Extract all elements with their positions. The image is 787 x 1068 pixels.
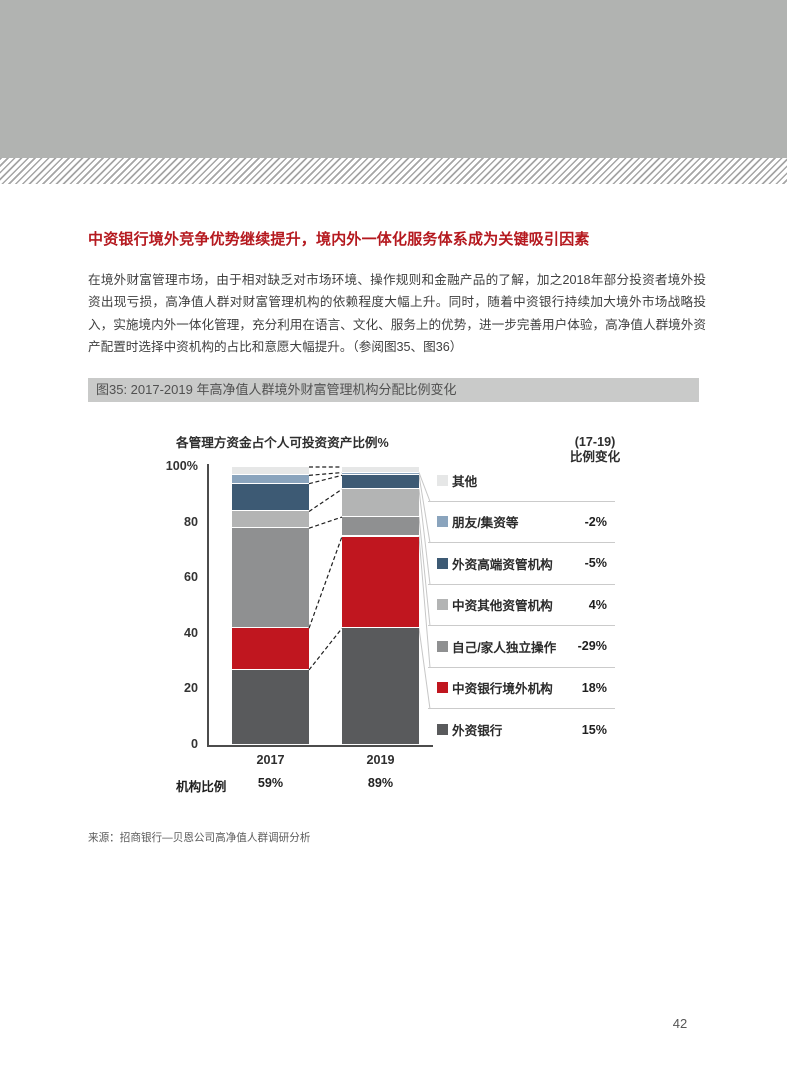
legend-swatch — [437, 557, 448, 569]
legend-row: 其他 — [428, 460, 615, 502]
bar-segment-2017 — [232, 628, 309, 669]
bar-segment-2017 — [232, 528, 309, 628]
legend-label: 中资其他资管机构 — [452, 599, 553, 614]
footer-row-value: 59% — [257, 776, 284, 790]
legend-row: 外资银行 15% — [428, 709, 615, 751]
legend-label: 外资高端资管机构 — [452, 557, 553, 572]
legend-swatch — [437, 599, 448, 611]
legend-label: 自己/家人独立操作 — [452, 640, 557, 655]
y-tick-label: 0 — [190, 737, 198, 751]
bar-segment-2017 — [232, 467, 309, 475]
source-note: 来源：招商银行—贝恩公司高净值人群调研分析 — [88, 832, 311, 844]
bar-segment-2019 — [342, 467, 419, 472]
segment-boundary-connector — [308, 488, 343, 512]
y-tick-label: 20 — [183, 681, 198, 696]
legend-change-value: 15% — [581, 722, 607, 737]
bar-segment-2019 — [342, 536, 419, 628]
legend-row: 中资银行境外机构 18% — [428, 668, 615, 709]
legend-swatch — [437, 640, 448, 652]
y-tick-label: 40 — [183, 625, 198, 640]
top-banner — [0, 0, 787, 158]
legend-swatch — [437, 724, 448, 736]
bar-segment-2019 — [342, 472, 419, 475]
legend-change-value: -5% — [584, 556, 607, 571]
bar-segment-2019 — [342, 517, 419, 536]
bar-segment-2019 — [342, 489, 419, 517]
change-header-line2: 比例变化 — [569, 450, 621, 464]
legend-label: 其他 — [452, 474, 478, 489]
footer-row-value: 89% — [367, 776, 394, 790]
diagonal-stripe-band — [0, 158, 787, 184]
figure-title: 图35: 2017-2019 年高净值人群境外财富管理机构分配比例变化 — [96, 382, 457, 397]
bar-segment-2017 — [232, 483, 309, 511]
y-axis-line — [207, 464, 209, 747]
body-paragraph: 在境外财富管理市场，由于相对缺乏对市场环境、操作规则和金融产品的了解，加之201… — [88, 273, 706, 355]
bar-segment-2017 — [232, 511, 309, 528]
bar-segment-2019 — [342, 628, 419, 744]
bar-segment-2017 — [232, 475, 309, 483]
y-tick-label: 60 — [183, 570, 198, 585]
segment-boundary-connector — [308, 471, 343, 476]
bar-segment-2017 — [232, 669, 309, 744]
legend-swatch — [437, 516, 448, 528]
figure-35-chart: 各管理方资金占个人可投资资产比例% (17-19) 比例变化 机构比例 100%… — [0, 420, 787, 820]
y-axis-title: 各管理方资金占个人可投资资产比例% — [176, 436, 389, 450]
figure-title-bar: 图35: 2017-2019 年高净值人群境外财富管理机构分配比例变化 — [88, 378, 699, 402]
legend-swatch — [437, 682, 448, 694]
x-axis-line — [207, 745, 433, 747]
legend-label: 外资银行 — [452, 724, 503, 739]
legend-label: 中资银行境外机构 — [452, 682, 553, 697]
y-tick-label: 100% — [165, 459, 198, 473]
legend-row: 外资高端资管机构 -5% — [428, 543, 615, 585]
legend-label: 朋友/集资等 — [452, 516, 519, 531]
change-column-header: (17-19) 比例变化 — [552, 435, 638, 465]
segment-boundary-connector — [308, 474, 343, 485]
legend-row: 朋友/集资等 -2% — [428, 502, 615, 543]
legend-change-value: -29% — [577, 639, 607, 654]
segment-boundary-connector — [308, 516, 343, 529]
change-header-line1: (17-19) — [574, 435, 616, 449]
legend-row: 自己/家人独立操作 -29% — [428, 626, 615, 668]
page-number: 42 — [672, 1016, 688, 1031]
legend-swatch — [437, 474, 448, 486]
section-heading: 中资银行境外竞争优势继续提升，境内外一体化服务体系成为关键吸引因素 — [88, 231, 590, 248]
bar-segment-2019 — [342, 475, 419, 489]
x-category-label: 2017 — [256, 753, 285, 767]
segment-boundary-connector — [308, 627, 343, 671]
legend-change-value: -2% — [584, 514, 607, 529]
segment-boundary-connector — [308, 536, 343, 629]
y-tick-label: 80 — [183, 514, 198, 529]
legend-change-value: 4% — [588, 597, 607, 612]
legend-row: 中资其他资管机构 4% — [428, 585, 615, 626]
legend-change-value: 18% — [581, 680, 607, 695]
footer-row-label: 机构比例 — [176, 780, 227, 794]
x-category-label: 2019 — [366, 753, 395, 767]
